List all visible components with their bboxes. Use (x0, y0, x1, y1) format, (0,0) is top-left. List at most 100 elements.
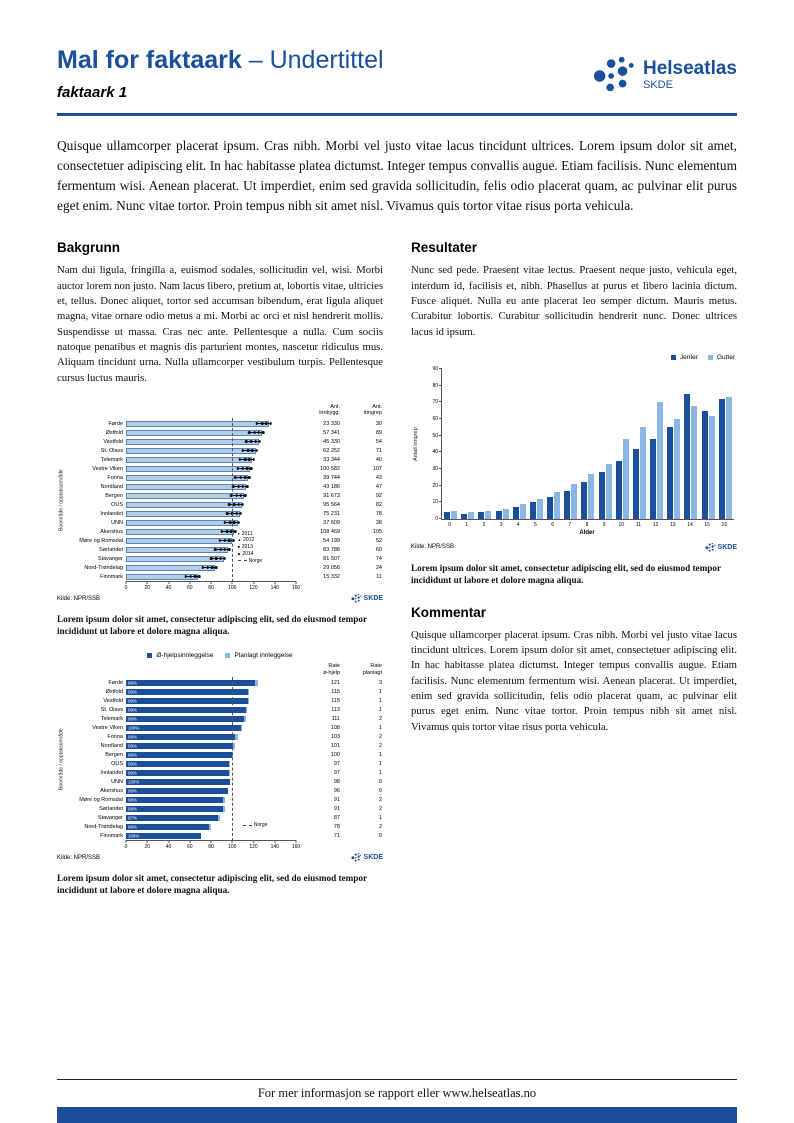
resultater-body: Nunc sed pede. Praesent vitae lectus. Pr… (411, 264, 737, 338)
bar-emergency: 99% (126, 706, 247, 713)
year-marker (258, 440, 262, 443)
value-cell: 23 330 (323, 420, 340, 427)
x-tick-label: 120 (249, 584, 258, 591)
value-cell: 82 (375, 501, 382, 508)
bar-jenter (701, 410, 708, 519)
bar-jenter (461, 513, 468, 519)
bar-gutter (519, 503, 526, 519)
norge-line-swatch (242, 824, 252, 826)
value-cell: 71 (375, 447, 382, 454)
bar-group (494, 369, 511, 519)
value-cell: 2 (378, 823, 382, 830)
chart-row: Nord-Trøndelag 29 056 24 (57, 563, 383, 572)
bar-group (682, 369, 699, 519)
year-marker (213, 548, 217, 551)
bar-gutter (622, 438, 629, 519)
value-cell: 111 (331, 715, 340, 722)
two-column-layout: Bakgrunn Nam dui ligula, fringilla a, eu… (57, 240, 737, 911)
value-cell: 101 (330, 742, 340, 749)
x-tick-label: 1 (465, 521, 469, 528)
bar-percent-label: 98% (128, 680, 137, 686)
row-label: Sørlandet (99, 805, 123, 812)
year-marker (254, 440, 257, 443)
kommentar-body: Quisque ullamcorper placerat ipsum. Cras… (411, 628, 737, 733)
x-tick-label: 16 (721, 521, 728, 528)
bar-emergency: 99% (126, 733, 236, 740)
year-marker (210, 566, 214, 569)
source-label: Kilde: NPR/SSB (57, 854, 101, 861)
value-cell: 91 673 (323, 492, 340, 499)
legend-marker: ● (237, 531, 240, 536)
x-tick-mark (125, 840, 127, 843)
y-tick-label: 30 (432, 465, 438, 472)
bar-percent-label: 99% (128, 689, 137, 695)
columns-spacer (57, 404, 296, 417)
bar-percent-label: 99% (128, 707, 137, 713)
row-label: Nordland (100, 483, 123, 490)
x-tick-mark (125, 581, 127, 584)
bar-percent-label: 100% (128, 725, 140, 731)
rate-bar (126, 528, 235, 535)
chart-row: Finnmark 15 332 11 (57, 572, 383, 581)
x-tick-mark (253, 581, 254, 584)
row-label: Innlandet (100, 769, 123, 776)
bar-emergency: 98% (126, 805, 223, 812)
bar-group (442, 369, 459, 519)
year-marker (193, 575, 197, 578)
chart-row: Telemark 33 344 40 (57, 455, 383, 464)
marker-whisker (231, 495, 245, 497)
row-label: Førde (108, 420, 123, 427)
marker-whisker (256, 423, 271, 425)
year-marker (255, 422, 258, 425)
x-tick-label: 5 (534, 521, 537, 528)
bar-gutter (571, 483, 578, 519)
bar-gutter (725, 397, 732, 519)
bar-planned (229, 760, 231, 767)
year-marker (225, 512, 229, 515)
chart-rows: Boområde / opptaksområde Førde 23 330 30 Øst… (57, 418, 383, 582)
bar-percent-label: 100% (128, 779, 140, 785)
chart-row: St. Olavs 62 252 71 (57, 446, 383, 455)
row-label: Førde (108, 679, 123, 686)
value-cell: 0 (378, 832, 382, 839)
bar-planned (229, 769, 231, 776)
chart-row: Østfold 99% 115 1 (57, 687, 383, 696)
bar-group (476, 369, 493, 519)
bar-planned (248, 697, 250, 704)
row-plot: 98% (126, 804, 296, 813)
value-cell: 2 (378, 715, 382, 722)
year-marker (223, 539, 227, 542)
bar-group (545, 369, 562, 519)
column-headers: Ant. innbygg. Ant. inngrep (57, 404, 383, 417)
year-marker (241, 485, 245, 488)
chart-row: Bergen 99% 100 1 (57, 750, 383, 759)
x-axis: 0 20 40 60 80 100 120 140 160 (57, 581, 383, 591)
chart-row: Innlandet 75 231 78 (57, 509, 383, 518)
year-marker (250, 467, 253, 470)
row-label: Telemark (100, 456, 123, 463)
marker-whisker (211, 558, 225, 560)
x-tick-mark (274, 581, 276, 584)
bar-group (665, 369, 682, 519)
rate-bar (126, 537, 233, 544)
rate-bar (126, 519, 238, 526)
source-label: Kilde: NPR/SSB (57, 595, 101, 602)
chart-row: Nordland 99% 101 2 (57, 741, 383, 750)
year-marker (228, 521, 232, 524)
value-cell: 47 (375, 483, 382, 490)
marker-whisker (246, 441, 260, 443)
columns-spacer (57, 663, 296, 676)
year-marker (235, 512, 238, 515)
bar-emergency: 99% (126, 688, 249, 695)
bar-jenter (529, 502, 536, 519)
x-tick-label: 80 (208, 843, 214, 850)
marker-whisker (235, 477, 250, 479)
year-marker (223, 521, 227, 524)
year-marker (243, 476, 247, 479)
chart2-caption: Lorem ipsum dolor sit amet, consectetur … (57, 873, 367, 896)
year-marker (201, 566, 204, 569)
legend-item: ● 2011 (238, 531, 263, 538)
x-tick-label: 60 (186, 584, 193, 591)
year-marker (264, 422, 268, 425)
legend-item: Jenter (670, 354, 698, 361)
